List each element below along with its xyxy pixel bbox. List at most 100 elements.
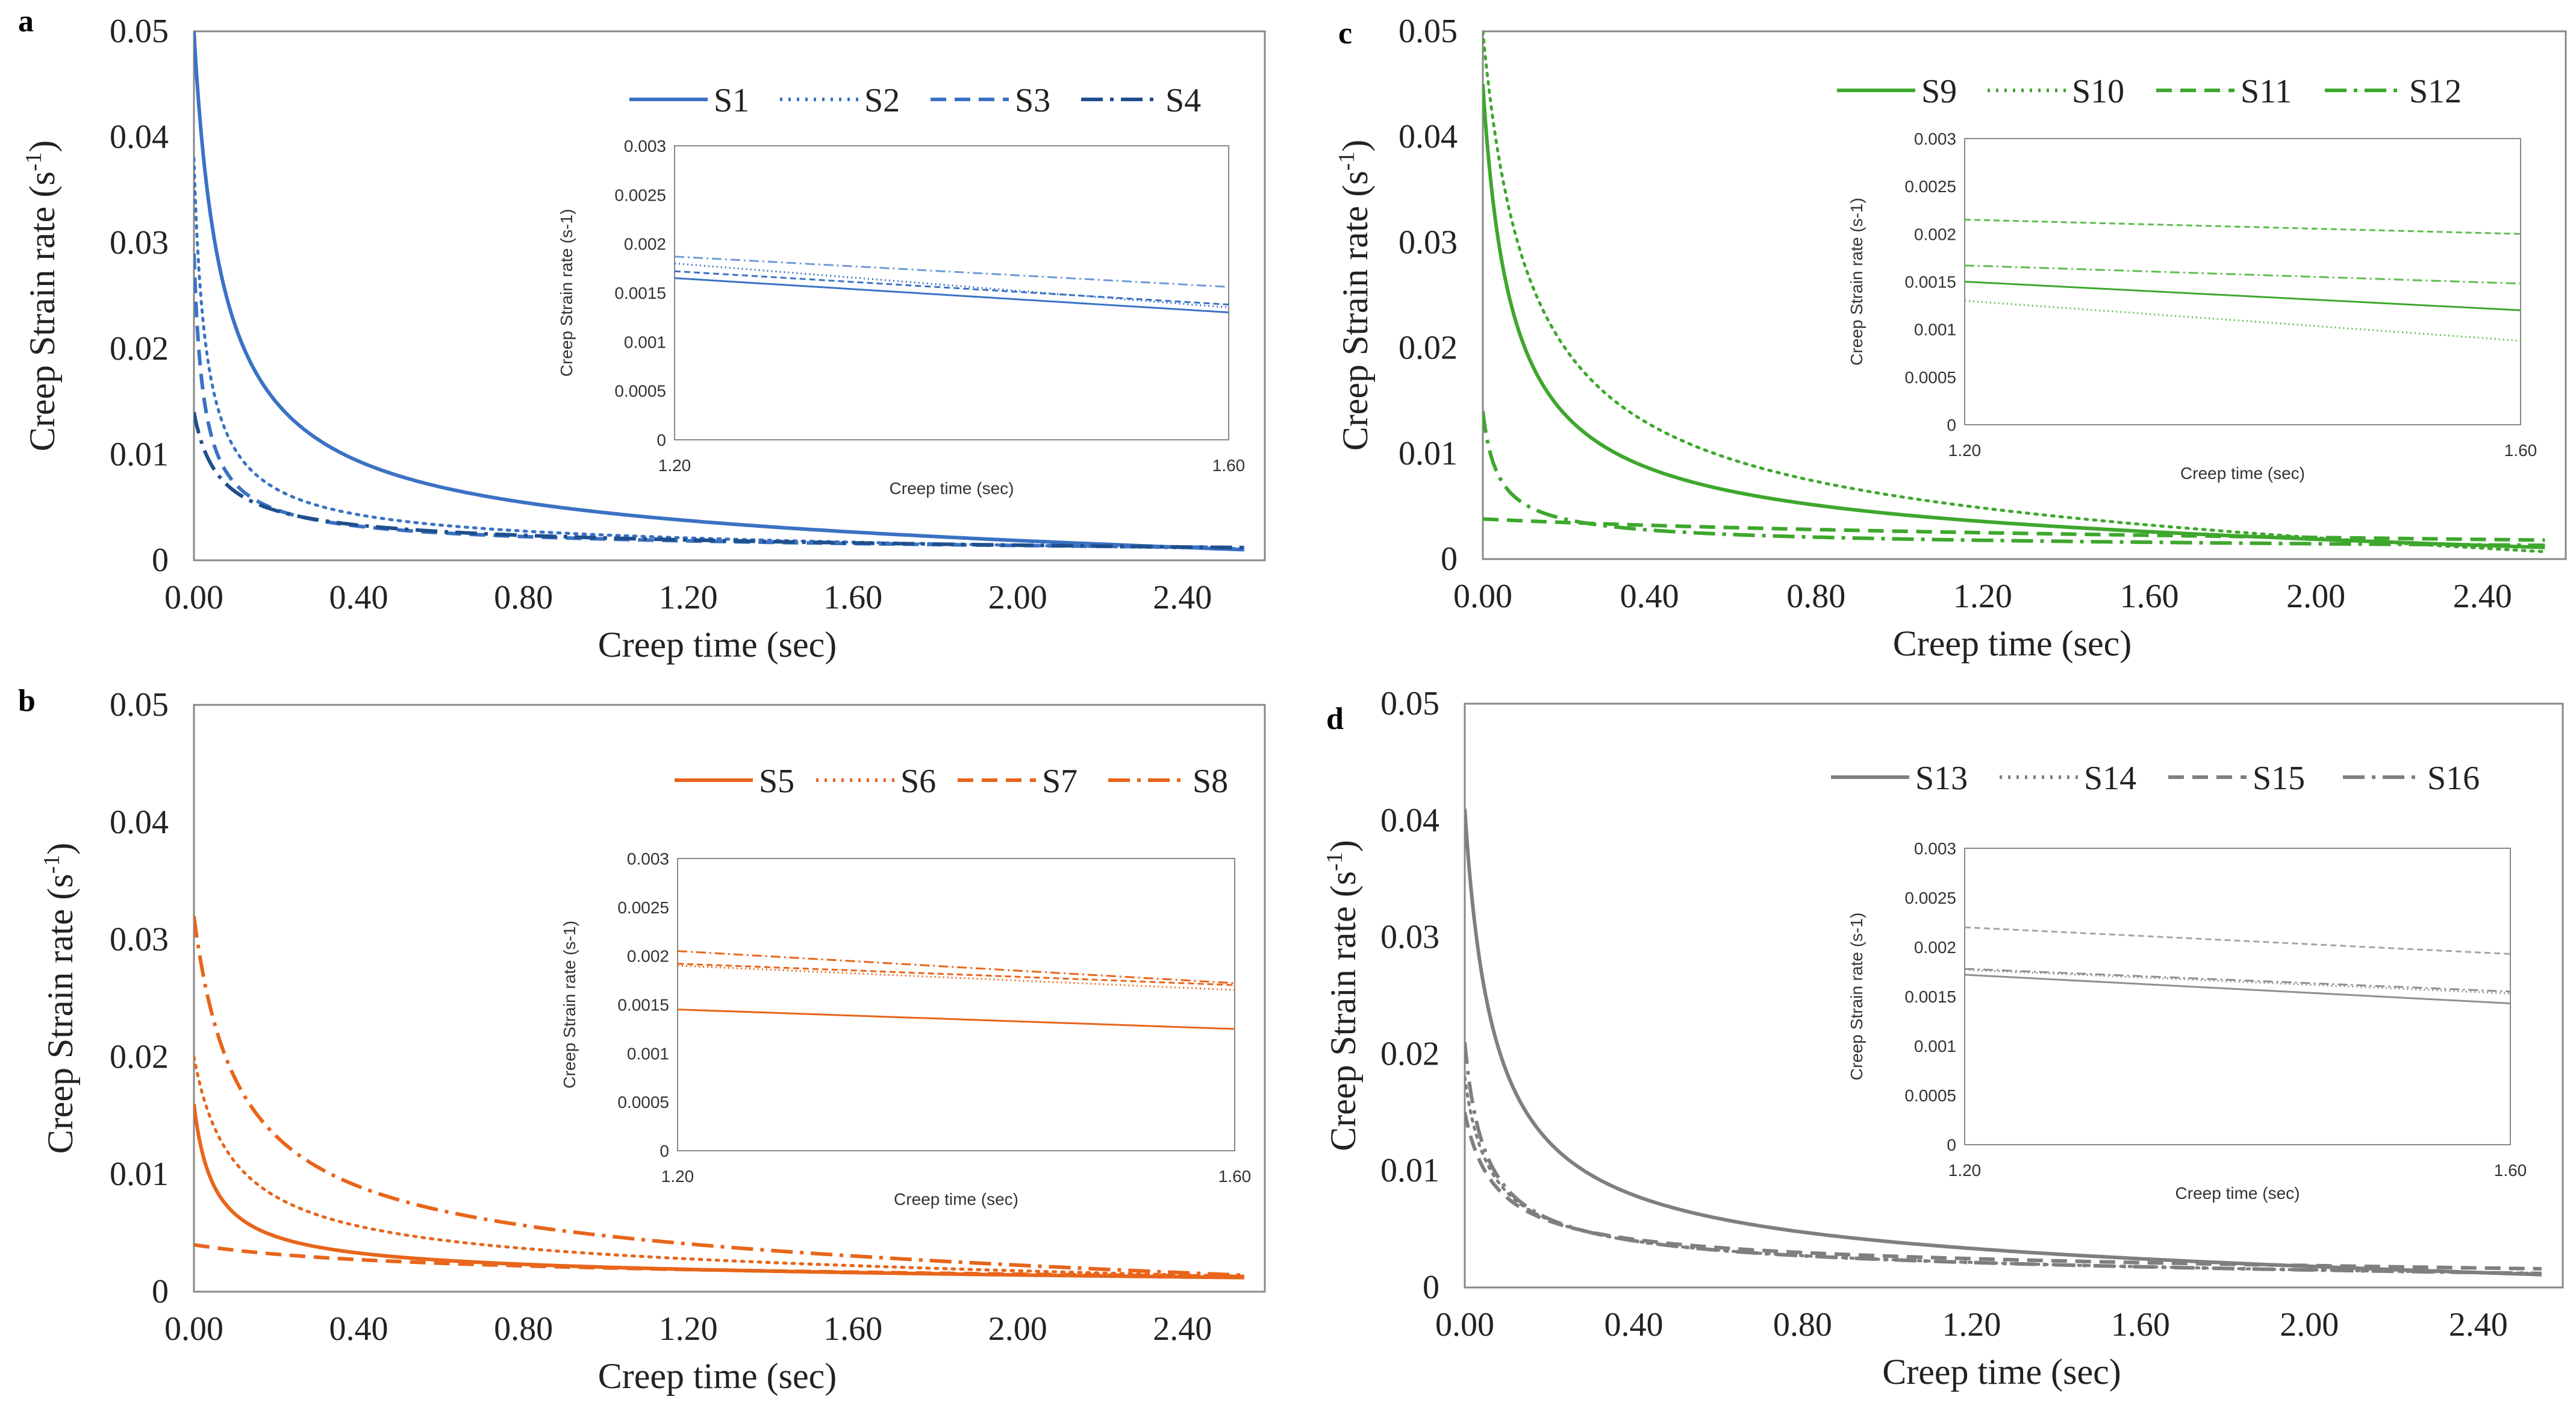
- inset-x-tick-label: 1.60: [2504, 441, 2537, 460]
- legend-label-S5: S5: [759, 763, 794, 800]
- inset-y-tick-label: 0.0025: [617, 898, 669, 917]
- inset-chart: 0 0.0005 0.001 0.0015 0.002 0.0025 0.003 1.20 1.…: [557, 137, 1245, 498]
- inset-line-S11: [1964, 219, 2521, 235]
- chart-panel-c: c 0 0.01 0.02 0.03 0.04 0.05 0.00 0.40 0.80 1.20 1.…: [1334, 13, 2567, 663]
- legend-label-S15: S15: [2253, 760, 2305, 797]
- series-line-S15: [1465, 1112, 2542, 1271]
- inset-y-tick-label: 0: [1947, 416, 1956, 434]
- y-axis-label-tail: ): [22, 140, 62, 152]
- series-line-S12: [1483, 411, 2545, 548]
- legend-label-S12: S12: [2409, 73, 2462, 110]
- legend-label-S7: S7: [1042, 763, 1077, 800]
- legend-label-S11: S11: [2241, 73, 2292, 110]
- x-tick-label: 2.00: [2286, 578, 2345, 615]
- inset-chart: 0 0.0005 0.001 0.0015 0.002 0.0025 0.003 1.20 1.…: [1847, 839, 2527, 1203]
- series-line-S1: [194, 31, 1244, 552]
- inset-y-axis-label: Creep Strain rate (s-1): [1847, 913, 1866, 1081]
- x-tick-label: 2.00: [988, 579, 1047, 616]
- inset-line-S15: [1964, 926, 2511, 955]
- x-tick-label: 1.20: [1953, 578, 2012, 615]
- inset-y-tick-label: 0: [660, 1142, 669, 1160]
- inset-frame: [1964, 848, 2511, 1145]
- inset-line-S16: [1964, 968, 2511, 993]
- legend-label-S4: S4: [1165, 82, 1201, 119]
- y-tick-label: 0.03: [110, 921, 169, 959]
- y-tick-label: 0.01: [1399, 435, 1458, 472]
- y-axis-label: Creep Strain rate (s-1): [39, 843, 80, 1154]
- y-axis-label: Creep Strain rate (s-1): [21, 140, 62, 451]
- y-tick-label: 0.03: [1380, 919, 1439, 956]
- x-tick-label: 2.00: [2280, 1306, 2339, 1343]
- y-tick-label: 0.01: [110, 436, 169, 473]
- legend-label-S3: S3: [1015, 82, 1050, 119]
- y-tick-label: 0.04: [1380, 802, 1439, 839]
- y-tick-label: 0: [152, 1273, 169, 1310]
- panel-letter: d: [1326, 702, 1344, 736]
- y-axis-label-superscript: -1: [39, 855, 64, 874]
- y-axis-label-superscript: -1: [21, 152, 46, 172]
- y-tick-label: 0.05: [1380, 685, 1439, 722]
- inset-y-tick-label: 0.002: [624, 235, 666, 254]
- inset-y-axis-label: Creep Strain rate (s-1): [560, 921, 579, 1089]
- y-axis-label-main: Creep Strain rate (s: [1335, 170, 1375, 451]
- inset-chart: 0 0.0005 0.001 0.0015 0.002 0.0025 0.003 1.20 1.…: [560, 849, 1251, 1209]
- x-tick-label: 0.80: [1773, 1306, 1832, 1343]
- plot-frame: [1482, 30, 2567, 560]
- x-axis-label: Creep time (sec): [1882, 1352, 2121, 1392]
- inset-x-tick-label: 1.20: [1948, 1161, 1982, 1180]
- chart-panel-d: d 0 0.01 0.02 0.03 0.04 0.05 0.00 0.40 0.80 1.20 1.…: [1322, 685, 2564, 1392]
- inset-y-tick-label: 0.0015: [1904, 987, 1956, 1006]
- x-tick-label: 0.40: [329, 1310, 388, 1348]
- x-tick-label: 0.40: [1604, 1306, 1663, 1343]
- y-tick-label: 0.05: [110, 13, 169, 50]
- inset-frame: [677, 858, 1235, 1151]
- y-tick-label: 0: [1423, 1269, 1439, 1306]
- inset-x-tick-label: 1.60: [1218, 1167, 1252, 1186]
- inset-line-S6: [677, 965, 1235, 991]
- inset-x-tick-label: 1.20: [1948, 441, 1982, 460]
- x-tick-label: 0.80: [494, 1310, 553, 1348]
- y-axis-label: Creep Strain rate (s-1): [1322, 840, 1363, 1151]
- x-tick-label: 0.00: [164, 1310, 223, 1348]
- x-tick-label: 1.60: [2119, 578, 2178, 615]
- legend-label-S8: S8: [1193, 763, 1228, 800]
- y-tick-label: 0.03: [1399, 224, 1458, 261]
- inset-line-S10: [1964, 299, 2521, 342]
- y-tick-label: 0.03: [110, 224, 169, 261]
- y-axis-label-main: Creep Strain rate (s: [40, 874, 80, 1154]
- inset-y-axis-label: Creep Strain rate (s-1): [557, 209, 576, 377]
- y-axis-label-superscript: -1: [1334, 152, 1359, 171]
- inset-line-S3: [674, 270, 1229, 306]
- x-tick-label: 1.20: [1942, 1306, 2001, 1343]
- inset-x-axis-label: Creep time (sec): [2180, 464, 2305, 483]
- inset-y-tick-label: 0.003: [1914, 130, 1956, 148]
- legend-label-S16: S16: [2427, 760, 2480, 797]
- y-axis-label-tail: ): [1323, 840, 1363, 852]
- x-tick-label: 2.40: [2453, 578, 2512, 615]
- plot-frame: [193, 30, 1266, 561]
- x-tick-label: 1.60: [823, 579, 882, 616]
- x-tick-label: 1.20: [659, 1310, 718, 1348]
- inset-y-tick-label: 0.0015: [614, 284, 666, 302]
- y-axis-label-main: Creep Strain rate (s: [22, 171, 62, 451]
- plot-frame: [1464, 702, 2564, 1289]
- inset-y-tick-label: 0.0005: [614, 382, 666, 401]
- inset-x-axis-label: Creep time (sec): [2175, 1184, 2300, 1203]
- inset-y-tick-label: 0.001: [1914, 321, 1956, 339]
- panel-letter: b: [18, 684, 36, 718]
- y-tick-label: 0.02: [1380, 1035, 1439, 1072]
- inset-y-tick-label: 0.0025: [614, 186, 666, 204]
- inset-y-tick-label: 0.003: [1914, 839, 1956, 858]
- chart-panel-a: a 0 0.01 0.02 0.03 0.04 0.05 0.00 0.40 0.80 1.20 1.…: [18, 4, 1266, 665]
- y-tick-label: 0.01: [1380, 1152, 1439, 1189]
- inset-y-tick-label: 0.0005: [1904, 1086, 1956, 1105]
- inset-x-axis-label: Creep time (sec): [894, 1190, 1018, 1209]
- inset-y-tick-label: 0.0025: [1904, 889, 1956, 907]
- series-line-S9: [1483, 84, 2545, 549]
- y-axis-label: Creep Strain rate (s-1): [1334, 140, 1375, 451]
- y-axis-label-superscript: -1: [1322, 852, 1347, 871]
- inset-y-tick-label: 0.002: [1914, 225, 1956, 243]
- inset-x-tick-label: 1.20: [661, 1167, 694, 1186]
- inset-y-tick-label: 0.0005: [617, 1093, 669, 1112]
